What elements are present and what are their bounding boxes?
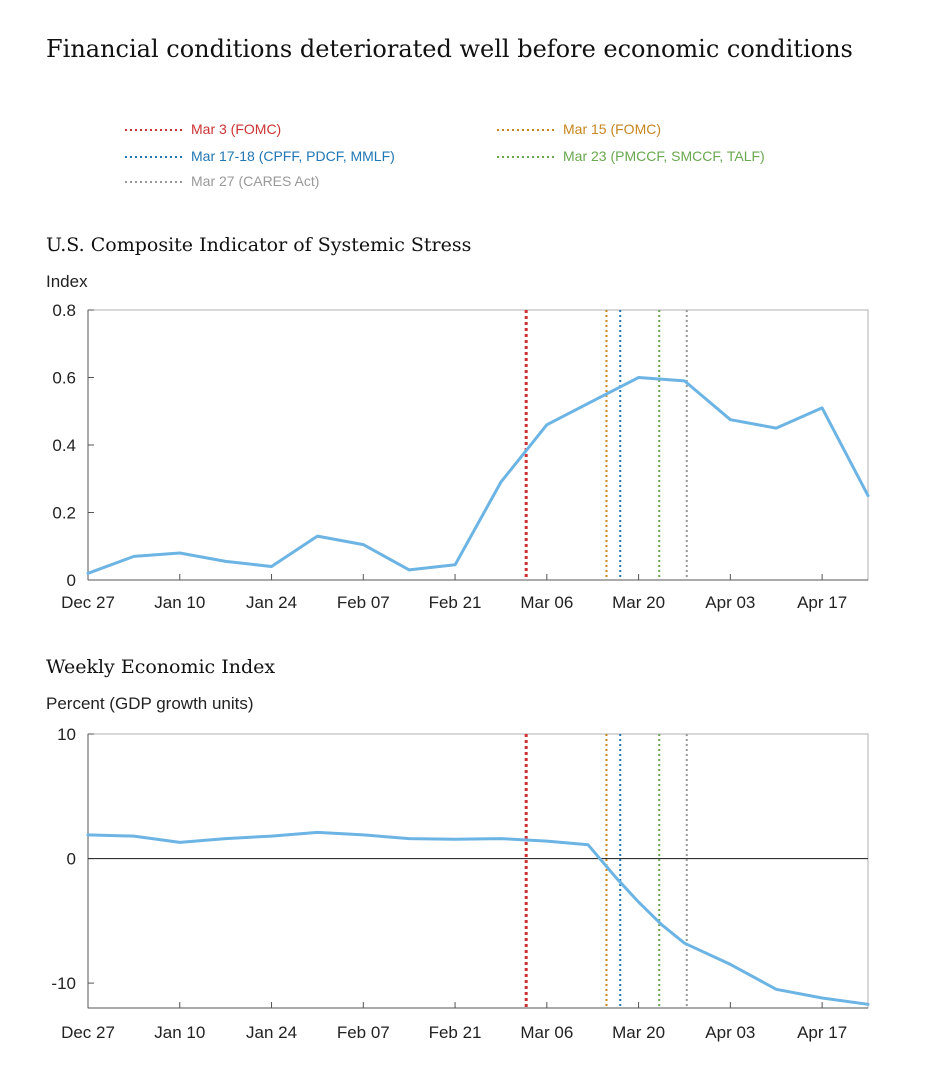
- legend-label-mar23: Mar 23 (PMCCF, SMCCF, TALF): [563, 148, 765, 164]
- stress-y-tick-label: 0: [67, 571, 76, 590]
- legend-label-mar27: Mar 27 (CARES Act): [191, 173, 320, 189]
- legend: Mar 3 (FOMC) Mar 15 (FOMC) Mar 17-18 (CP…: [125, 120, 885, 196]
- wei-x-tick-label: Apr 17: [797, 1023, 847, 1042]
- legend-label-mar15: Mar 15 (FOMC): [563, 121, 661, 137]
- stress-x-tick-label: Mar 20: [612, 593, 665, 612]
- wei-plot-frame: [87, 733, 869, 1009]
- stress-y-tick-label: 0.4: [52, 436, 76, 455]
- legend-swatch-mar3: [125, 129, 183, 132]
- stress-x-tick-label: Jan 10: [154, 593, 205, 612]
- wei-chart-title: Weekly Economic Index: [46, 656, 276, 678]
- stress-chart-unit: Index: [46, 272, 88, 291]
- stress-y-tick-label: 0.2: [52, 504, 76, 523]
- stress-x-tick-label: Mar 06: [520, 593, 573, 612]
- legend-item-mar15: Mar 15 (FOMC): [497, 120, 661, 138]
- legend-item-mar27: Mar 27 (CARES Act): [125, 172, 319, 190]
- wei-y-tick-label: -10: [51, 974, 76, 993]
- wei-x-tick-label: Mar 20: [612, 1023, 665, 1042]
- stress-x-tick-label: Apr 17: [797, 593, 847, 612]
- wei-y-tick-label: 0: [67, 850, 76, 869]
- stress-x-tick-label: Feb 07: [337, 593, 390, 612]
- wei-x-tick-label: Feb 21: [429, 1023, 482, 1042]
- legend-swatch-mar15: [497, 129, 555, 132]
- wei-x-tick-label: Dec 27: [61, 1023, 115, 1042]
- stress-series-line: [86, 376, 870, 575]
- wei-chart: -10 0 10 Dec 27 Jan 10 Jan 24 Feb 07 Feb 21 Mar …: [51, 725, 870, 1042]
- wei-x-tick-label: Jan 10: [154, 1023, 205, 1042]
- legend-label-mar17: Mar 17-18 (CPFF, PDCF, MMLF): [191, 148, 395, 164]
- legend-swatch-mar17: [125, 156, 183, 159]
- stress-y-tick-label: 0.6: [52, 369, 76, 388]
- legend-label-mar3: Mar 3 (FOMC): [191, 121, 282, 137]
- legend-swatch-mar23: [497, 156, 555, 159]
- stress-y-tick-label: 0.8: [52, 301, 76, 320]
- wei-x-tick-label: Feb 07: [337, 1023, 390, 1042]
- stress-chart: 0 0.2 0.4 0.6 0.8 Dec 27 Jan 10 Jan 24 Feb 07 Feb…: [52, 301, 870, 612]
- wei-x-tick-label: Jan 24: [246, 1023, 297, 1042]
- stress-x-tick-label: Apr 03: [705, 593, 755, 612]
- legend-item-mar3: Mar 3 (FOMC): [125, 120, 281, 138]
- legend-swatch-mar27: [125, 181, 183, 184]
- legend-item-mar17: Mar 17-18 (CPFF, PDCF, MMLF): [125, 147, 395, 165]
- stress-x-tick-label: Dec 27: [61, 593, 115, 612]
- wei-x-tick-label: Mar 06: [520, 1023, 573, 1042]
- chart-title: Financial conditions deteriorated well b…: [46, 35, 853, 63]
- wei-y-tick-label: 10: [57, 725, 76, 744]
- stress-plot-frame: [87, 309, 869, 581]
- stress-chart-title: U.S. Composite Indicator of Systemic Str…: [46, 234, 472, 256]
- wei-x-tick-label: Apr 03: [705, 1023, 755, 1042]
- wei-series-line: [86, 830, 870, 1006]
- legend-item-mar23: Mar 23 (PMCCF, SMCCF, TALF): [497, 147, 765, 165]
- wei-chart-unit: Percent (GDP growth units): [46, 694, 254, 713]
- stress-x-tick-label: Jan 24: [246, 593, 297, 612]
- stress-x-tick-label: Feb 21: [429, 593, 482, 612]
